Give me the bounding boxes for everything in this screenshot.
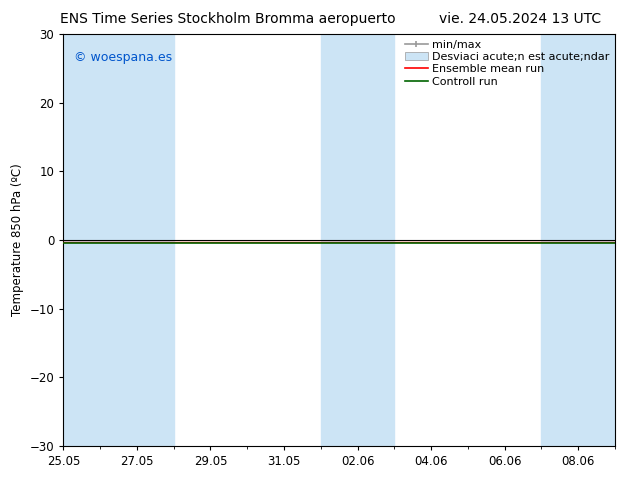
Text: © woespana.es: © woespana.es (74, 51, 172, 64)
Bar (63, 34, 137, 446)
Bar (321, 34, 394, 446)
Bar (137, 34, 174, 446)
Legend: min/max, Desviaci acute;n est acute;ndar, Ensemble mean run, Controll run: min/max, Desviaci acute;n est acute;ndar… (403, 38, 612, 89)
Text: vie. 24.05.2024 13 UTC: vie. 24.05.2024 13 UTC (439, 12, 601, 26)
Bar (541, 34, 615, 446)
Text: ENS Time Series Stockholm Bromma aeropuerto: ENS Time Series Stockholm Bromma aeropue… (60, 12, 396, 26)
Y-axis label: Temperature 850 hPa (ºC): Temperature 850 hPa (ºC) (11, 164, 24, 317)
